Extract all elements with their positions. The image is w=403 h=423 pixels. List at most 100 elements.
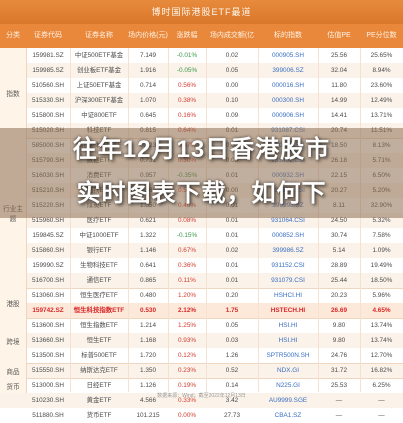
cell-pe-pct: 25.65%	[370, 52, 393, 59]
cell-name: 沪深300ETF基金	[74, 97, 124, 104]
table-row: 515800.SH 中证800ETF 0.645 0.16% 0.09 000906.SH…	[0, 108, 403, 123]
table-row: 159742.SZ 恒生科技指数ETF 0.530 2.12% 1.75 HSTECH.H…	[0, 303, 403, 318]
cell-code: 513600.SH	[32, 322, 64, 329]
header-index: 标的指数	[274, 32, 302, 39]
cell-change: 0.16%	[177, 112, 197, 119]
cell-change: 0.36%	[177, 262, 197, 269]
cell-name: 恒生医疗ETF	[80, 292, 118, 299]
table-row: 511880.SH 货币ETF 101.215 0.00% 27.73 CBA1.SZ — —	[0, 408, 403, 423]
cell-pe-pct: 23.60%	[370, 82, 393, 89]
cell-name: 生物科技ETF	[80, 262, 118, 269]
cell-index: 000852.SH	[272, 232, 304, 239]
cell-name: 上证50ETF基金	[76, 82, 122, 89]
cell-name: 恒生指数ETF	[80, 322, 118, 329]
cell-price: 1.070	[140, 97, 156, 104]
column-divider	[258, 48, 259, 392]
source-note: 数据来源：Wind；截至2022年12月13日	[157, 393, 246, 399]
cell-code: 515960.SH	[32, 217, 64, 224]
cell-code: 516700.SH	[32, 277, 64, 284]
table-row: 515330.SH 沪深300ETF基金 1.070 0.38% 0.10 000300.…	[0, 93, 403, 108]
headline-overlay	[0, 128, 403, 218]
cell-change: 1.20%	[177, 292, 197, 299]
cell-name: 纳斯达克ETF	[80, 367, 118, 374]
sheet-title: 博时国际港股ETF最道	[151, 7, 252, 17]
cell-change: 0.38%	[177, 97, 197, 104]
cell-index: 000300.SH	[272, 97, 304, 104]
cell-pe: 24.76	[331, 352, 347, 359]
cell-change: 0.11%	[178, 277, 196, 284]
cell-name: 日经ETF	[86, 382, 112, 389]
cell-pe-pct: 5.32%	[372, 217, 391, 224]
cell-code: 515330.SH	[32, 97, 64, 104]
table-row: 513500.SH 标普500ETF 1.720 0.12% 1.26 SPTR500N.…	[0, 348, 403, 363]
cell-code: 159742.SZ	[32, 307, 64, 314]
cell-code: 510560.SH	[32, 82, 64, 89]
cell-index: N225.GI	[276, 382, 300, 389]
cell-index: 931064.CSI	[271, 217, 305, 224]
cell-turnover: 1.26	[225, 352, 239, 359]
cell-turnover: 0.05	[225, 67, 239, 74]
cell-turnover: 1.75	[225, 307, 239, 314]
cell-code: 159845.SZ	[32, 232, 64, 239]
table-row: 515550.SH 纳斯达克ETF 1.350 0.23% 0.52 NDX.GI 31.7…	[0, 363, 403, 378]
cell-pe: 24.50	[331, 217, 347, 224]
cell-pe-pct: —	[378, 412, 385, 419]
cell-index: HSHCI.HI	[273, 292, 303, 299]
cell-turnover: 0.10	[225, 97, 239, 104]
cell-price: 1.720	[140, 352, 156, 359]
table-row: 159990.SZ 生物科技ETF 0.641 0.36% 0.01 931152.CSI…	[0, 258, 403, 273]
cell-change: 0.67%	[177, 247, 197, 254]
cell-pe: 9.80	[332, 322, 346, 329]
cell-index: HSI.HI	[278, 337, 298, 344]
cell-pe: 30.74	[331, 232, 347, 239]
group-label: 跨境	[0, 318, 27, 363]
cell-pe-pct: 1.09%	[372, 247, 391, 254]
cell-price: 0.530	[140, 307, 156, 314]
column-divider	[206, 48, 207, 392]
cell-code: 515800.SH	[32, 112, 64, 119]
cell-price: 0.641	[140, 262, 156, 269]
group-label: 商品	[0, 363, 27, 378]
cell-change: 0.08%	[177, 217, 197, 224]
cell-turnover: 0.03	[225, 337, 239, 344]
cell-pe: 25.44	[331, 277, 347, 284]
table-row: 510560.SH 上证50ETF基金 0.714 0.56% 0.00 000016.S…	[0, 78, 403, 93]
header-pe-pct: PE分位数	[366, 32, 397, 39]
cell-code: 513000.SH	[32, 382, 64, 389]
header-turnover: 场内成交额(亿元)	[209, 32, 255, 63]
cell-name: 中证1000ETF	[79, 232, 119, 239]
cell-price: 7.149	[140, 52, 156, 59]
cell-name: 恒生ETF	[86, 337, 112, 344]
header-name: 证券名称	[85, 32, 113, 39]
table-header: 分类 证券代码 证券名称 场内价格(元) 涨跌幅 场内成交额(亿元) 标的指数 …	[0, 24, 403, 63]
cell-index: HSTECH.HI	[270, 307, 306, 314]
cell-turnover: 0.09	[225, 112, 239, 119]
table-row: 513000.SH 日经ETF 1.126 0.19% 0.14 N225.GI 25.53…	[0, 378, 403, 393]
cell-price: 1.916	[140, 67, 156, 74]
cell-name: 通信ETF	[86, 277, 112, 284]
cell-index: CBA1.SZ	[274, 412, 302, 419]
table-row: 159981.SZ 中证500ETF基金 7.149 -0.01% 0.02 000905…	[0, 48, 403, 63]
cell-price: 1.350	[140, 367, 156, 374]
column-divider	[128, 48, 129, 392]
cell-code: 513500.SH	[32, 352, 64, 359]
group-label: 货币	[0, 378, 27, 393]
cell-price: 101.215	[136, 412, 160, 419]
cell-index: 931079.CSI	[271, 277, 305, 284]
table-row: 515860.SH 银行ETF 1.146 0.67% 0.02 399986.SZ 5.1…	[0, 243, 403, 258]
table-row: 159985.SZ 创业板ETF基金 1.916 -0.05% 0.05 399006.S…	[0, 63, 403, 78]
table-row: 513600.SH 恒生指数ETF 1.214 1.25% 0.05 HSI.HI 9.80…	[0, 318, 403, 333]
table-row: 513660.SH 恒生ETF 1.168 0.93% 0.03 HSI.HI 9.80 13…	[0, 333, 403, 348]
cell-change: 2.12%	[177, 307, 197, 314]
cell-change: -0.05%	[176, 67, 198, 74]
group-label: 指数	[0, 48, 27, 138]
cell-index: NDX.GI	[276, 367, 299, 374]
cell-pe: 31.72	[331, 367, 347, 374]
column-divider	[318, 48, 319, 392]
cell-turnover: 0.02	[225, 247, 239, 254]
cell-name: 银行ETF	[86, 247, 112, 254]
group-divider	[0, 363, 403, 364]
cell-name: 中证500ETF基金	[74, 52, 124, 59]
cell-price: 1.214	[140, 322, 156, 329]
headline-line-1: 往年12月13日香港股市	[72, 136, 331, 163]
